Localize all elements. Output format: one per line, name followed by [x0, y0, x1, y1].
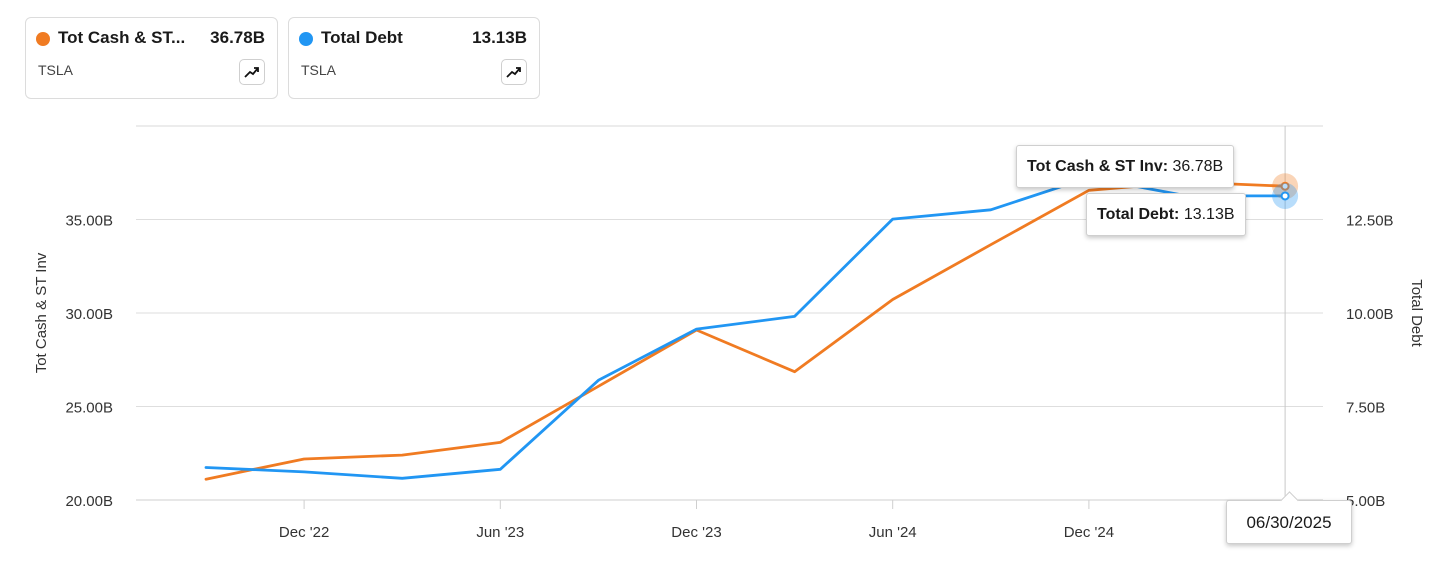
y-right-tick-label: 10.00B [1346, 306, 1394, 323]
x-tick-label: Dec '23 [671, 524, 721, 541]
y-left-tick-label: 20.00B [65, 493, 113, 510]
x-tick-label: Jun '23 [476, 524, 524, 541]
tooltip-date: 06/30/2025 [1226, 500, 1352, 544]
x-tick-label: Dec '24 [1064, 524, 1114, 541]
x-tick-label: Jun '24 [869, 524, 917, 541]
cash-series-dot [36, 32, 50, 46]
trend-up-icon[interactable] [239, 59, 265, 85]
y-left-tick-label: 35.00B [65, 213, 113, 230]
tooltip-cash-value: 36.78B [1172, 158, 1224, 175]
legend-debt-ticker: TSLA [301, 62, 337, 78]
tooltip-debt-value: 13.13B [1183, 206, 1235, 223]
y-right-axis-label: Total Debt [1408, 279, 1425, 347]
legend-card-debt[interactable]: Total Debt 13.13B TSLA [288, 17, 540, 99]
legend-debt-value: 13.13B [472, 28, 527, 47]
y-right-tick-label: 5.00B [1346, 493, 1385, 510]
hover-point [1280, 191, 1290, 201]
series-line [204, 180, 1287, 481]
tooltip-cash: Tot Cash & ST Inv: 36.78B [1016, 145, 1235, 188]
legend-card-cash[interactable]: Tot Cash & ST... 36.78B TSLA [25, 17, 278, 99]
y-left-tick-label: 25.00B [65, 400, 113, 417]
tooltip-cash-label: Tot Cash & ST Inv: [1027, 158, 1169, 175]
debt-series-dot [299, 32, 313, 46]
x-tick-label: Dec '22 [279, 524, 329, 541]
trend-up-icon[interactable] [501, 59, 527, 85]
y-right-tick-label: 7.50B [1346, 400, 1385, 417]
legend-cash-value: 36.78B [210, 28, 265, 47]
tooltip-debt: Total Debt: 13.13B [1086, 193, 1246, 236]
tooltip-debt-label: Total Debt: [1097, 206, 1180, 223]
y-right-tick-label: 12.50B [1346, 213, 1394, 230]
legend-cash-ticker: TSLA [38, 62, 74, 78]
y-left-tick-label: 30.00B [65, 306, 113, 323]
hover-point [1280, 181, 1290, 191]
y-left-axis-label: Tot Cash & ST Inv [33, 252, 50, 373]
tooltip-date-text: 06/30/2025 [1246, 513, 1332, 532]
